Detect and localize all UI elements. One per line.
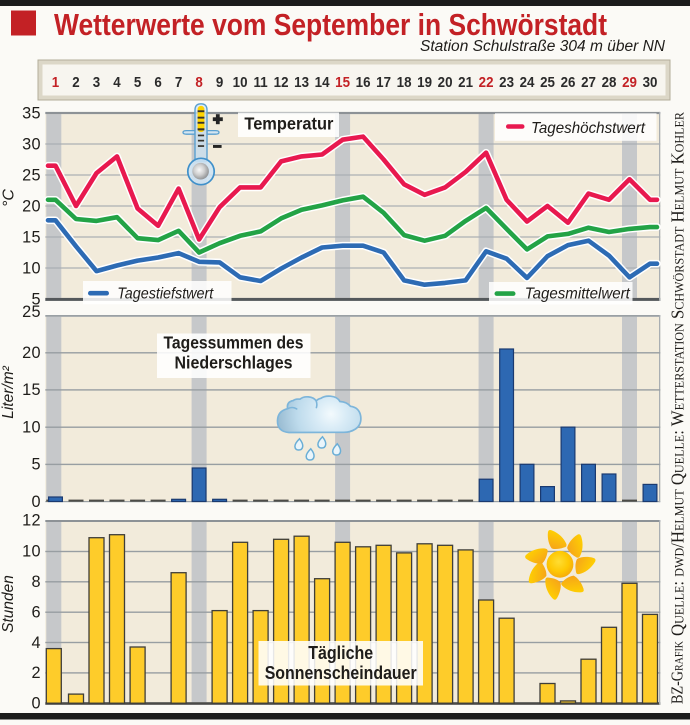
svg-text:Tagestiefstwert: Tagestiefstwert xyxy=(117,286,213,303)
svg-text:10: 10 xyxy=(233,73,248,90)
svg-text:5: 5 xyxy=(32,456,41,474)
svg-text:25: 25 xyxy=(22,303,41,321)
svg-text:Liter/m²: Liter/m² xyxy=(0,365,17,418)
svg-text:1: 1 xyxy=(52,73,60,90)
svg-text:Tagessummen des: Tagessummen des xyxy=(164,333,304,353)
svg-text:26: 26 xyxy=(561,73,576,90)
svg-text:28: 28 xyxy=(602,73,617,90)
svg-text:Quelle: dwd/Helmut Quelle: Wet: Quelle: dwd/Helmut Quelle: Wetterstation… xyxy=(668,112,688,636)
svg-text:4: 4 xyxy=(32,634,41,652)
svg-text:Tägliche: Tägliche xyxy=(308,643,373,663)
svg-text:4: 4 xyxy=(113,73,121,90)
svg-text:30: 30 xyxy=(643,73,658,90)
svg-text:24: 24 xyxy=(520,73,535,90)
svg-text:12: 12 xyxy=(274,73,289,90)
svg-text:11: 11 xyxy=(254,73,268,90)
svg-text:20: 20 xyxy=(22,344,41,362)
svg-text:20: 20 xyxy=(22,197,41,215)
svg-text:Tageshöchstwert: Tageshöchstwert xyxy=(531,120,646,137)
svg-text:2: 2 xyxy=(32,664,41,682)
svg-text:16: 16 xyxy=(356,73,371,90)
svg-text:BZ-Grafik: BZ-Grafik xyxy=(668,641,687,704)
svg-text:25: 25 xyxy=(540,73,555,90)
svg-text:29: 29 xyxy=(622,73,637,90)
svg-text:21: 21 xyxy=(458,73,473,90)
svg-text:19: 19 xyxy=(417,73,432,90)
svg-text:23: 23 xyxy=(499,73,514,90)
svg-text:20: 20 xyxy=(438,73,453,90)
svg-text:10: 10 xyxy=(22,259,41,277)
svg-text:0: 0 xyxy=(32,493,41,511)
svg-text:13: 13 xyxy=(294,73,309,90)
svg-text:Wetterwerte vom September in S: Wetterwerte vom September in Schwörstadt xyxy=(54,7,607,42)
svg-text:Station Schulstraße 304 m über: Station Schulstraße 304 m über NN xyxy=(420,38,666,55)
svg-text:Stunden: Stunden xyxy=(0,575,17,633)
svg-text:22: 22 xyxy=(479,73,494,90)
svg-text:15: 15 xyxy=(335,73,350,90)
svg-text:8: 8 xyxy=(195,73,203,90)
svg-text:9: 9 xyxy=(216,73,224,90)
svg-text:Temperatur: Temperatur xyxy=(244,114,333,134)
svg-text:°C: °C xyxy=(1,189,18,207)
svg-text:Niederschlages: Niederschlages xyxy=(175,352,293,372)
svg-text:7: 7 xyxy=(175,73,183,90)
svg-text:25: 25 xyxy=(22,166,41,184)
svg-text:2: 2 xyxy=(72,73,80,90)
svg-text:3: 3 xyxy=(93,73,101,90)
svg-text:17: 17 xyxy=(376,73,391,90)
svg-text:27: 27 xyxy=(581,73,596,90)
svg-text:12: 12 xyxy=(22,511,41,529)
svg-text:6: 6 xyxy=(154,73,162,90)
svg-text:8: 8 xyxy=(32,573,41,591)
svg-text:5: 5 xyxy=(32,290,41,308)
svg-text:10: 10 xyxy=(22,543,41,561)
svg-text:6: 6 xyxy=(32,603,41,621)
svg-text:5: 5 xyxy=(134,73,142,90)
svg-text:15: 15 xyxy=(22,228,41,246)
svg-text:Tagesmittelwert: Tagesmittelwert xyxy=(525,286,631,303)
svg-text:0: 0 xyxy=(32,695,41,713)
svg-text:30: 30 xyxy=(22,135,41,153)
svg-text:15: 15 xyxy=(22,381,41,399)
svg-text:35: 35 xyxy=(22,104,41,122)
svg-text:18: 18 xyxy=(397,73,412,90)
svg-text:Sonnenscheindauer: Sonnenscheindauer xyxy=(265,663,417,683)
svg-text:14: 14 xyxy=(315,73,330,90)
svg-text:10: 10 xyxy=(22,418,41,436)
